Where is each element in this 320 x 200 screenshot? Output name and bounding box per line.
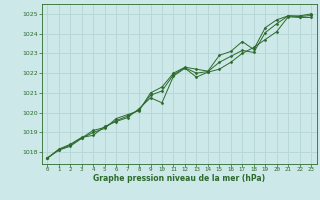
X-axis label: Graphe pression niveau de la mer (hPa): Graphe pression niveau de la mer (hPa) [93, 174, 265, 183]
